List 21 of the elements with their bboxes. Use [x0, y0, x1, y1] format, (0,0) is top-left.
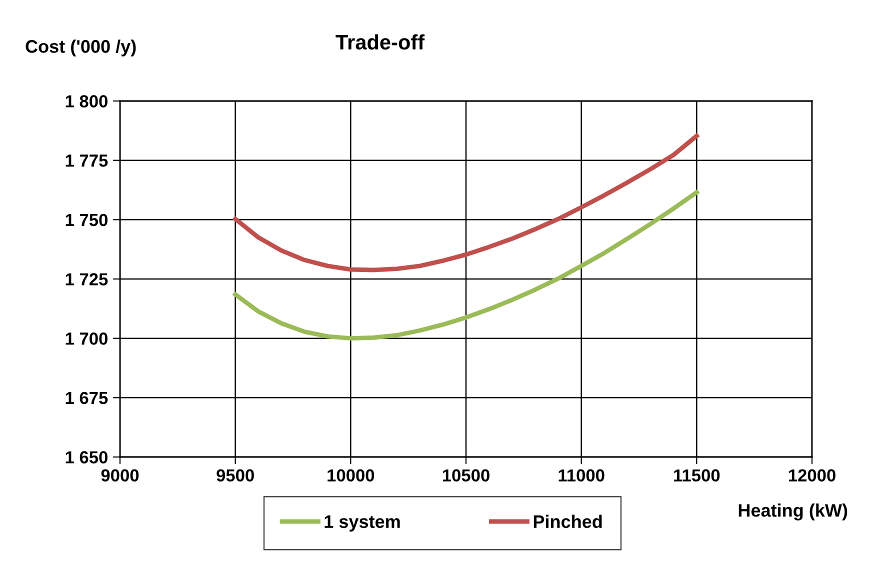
- y-tick-label: 1 650: [66, 451, 108, 464]
- x-axis-title: Heating (kW): [738, 504, 848, 520]
- y-tick-label: 1 775: [66, 154, 108, 167]
- x-tick-label: 9000: [101, 469, 139, 482]
- y-tick-label: 1 750: [66, 214, 108, 226]
- x-tick-label: 10500: [442, 469, 490, 482]
- y-tick-label: 1 675: [66, 392, 108, 404]
- x-tick-label: 11500: [674, 469, 720, 482]
- line-series: [233, 190, 699, 341]
- y-axis-title: Cost ('000 /y): [26, 40, 136, 56]
- line-series: [233, 134, 699, 272]
- chart-title: Trade-off: [336, 34, 425, 50]
- y-tick-label: 1 725: [66, 273, 108, 286]
- x-tick-label: 9500: [216, 469, 254, 482]
- legend-label: 1 system: [324, 515, 400, 532]
- x-tick-label: 10000: [328, 469, 374, 482]
- x-tick-label: 12000: [788, 469, 836, 482]
- x-tick-label: 11000: [558, 469, 604, 482]
- y-tick-label: 1 700: [66, 332, 108, 345]
- legend-label: Pinched: [534, 514, 602, 528]
- y-tick-label: 1 800: [66, 95, 108, 108]
